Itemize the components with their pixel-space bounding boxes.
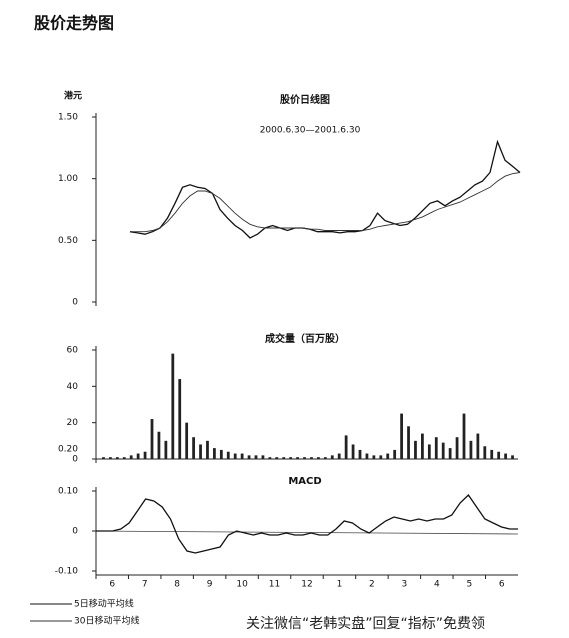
bar — [476, 433, 480, 459]
bar — [206, 440, 209, 459]
page-title: 股价走势图 — [34, 14, 114, 33]
bar — [261, 455, 265, 459]
legend-label: 5日移动平均线 — [74, 598, 134, 610]
bar — [393, 449, 397, 459]
series-line — [130, 172, 521, 233]
bar — [372, 455, 376, 459]
y-tick-label: 60 — [67, 346, 79, 356]
chart-subtitle: 2000.6.30—2001.6.30 — [260, 126, 361, 136]
bar — [282, 457, 286, 459]
bar — [136, 453, 140, 459]
bar — [219, 449, 223, 459]
bar — [233, 453, 237, 459]
chart-title: 股价日线图 — [280, 93, 330, 106]
x-tick-label: 2 — [369, 580, 375, 590]
bar — [192, 437, 195, 459]
bar — [317, 457, 320, 459]
series-line — [129, 139, 521, 239]
y-tick-label: 0 — [72, 527, 78, 537]
annotation: 0.20 — [58, 445, 78, 455]
zero-line — [95, 530, 519, 535]
bar — [150, 419, 154, 459]
x-tick-label: 9 — [207, 580, 213, 590]
x-tick-label: 4 — [434, 580, 440, 590]
y-tick-label: 40 — [67, 382, 79, 392]
bar — [240, 453, 244, 459]
bar — [434, 437, 438, 459]
x-tick-label: 6 — [109, 580, 115, 590]
bar — [199, 444, 202, 459]
bar — [330, 455, 334, 459]
x-tick-label: 10 — [236, 580, 248, 590]
bar — [490, 449, 494, 459]
chart-title: 成交量（百万股） — [265, 332, 345, 345]
bar — [400, 413, 403, 459]
bar — [351, 444, 355, 459]
bar — [310, 457, 313, 459]
chart-title: MACD — [288, 476, 321, 487]
legend-label: 30日移动平均线 — [74, 615, 139, 627]
bar — [462, 413, 466, 459]
y-tick-label: 0 — [72, 298, 78, 308]
bar — [427, 444, 431, 459]
bar — [157, 431, 161, 459]
bar — [122, 457, 126, 459]
bar — [407, 426, 410, 459]
y-tick-label: 0 — [72, 455, 78, 465]
bar — [511, 455, 514, 459]
bar — [303, 457, 306, 459]
bar — [386, 453, 390, 459]
bar — [143, 451, 147, 459]
x-tick-label: 1 — [337, 580, 343, 590]
bar — [102, 457, 105, 459]
y-tick-label: 1.00 — [58, 174, 78, 184]
bar — [337, 453, 341, 459]
bar — [469, 440, 473, 459]
x-tick-label: 5 — [466, 580, 472, 590]
bar — [115, 457, 119, 459]
bar — [178, 379, 182, 459]
bar — [296, 457, 299, 459]
bar — [185, 422, 189, 459]
bar — [213, 448, 216, 459]
bar — [226, 451, 230, 459]
y-tick-label: 0.10 — [58, 487, 78, 497]
bar — [109, 457, 112, 459]
bar — [323, 457, 327, 459]
bar — [275, 457, 279, 459]
x-tick-label: 6 — [499, 580, 505, 590]
bar — [455, 437, 459, 459]
y-tick-label: 0.50 — [58, 236, 78, 246]
bar — [164, 440, 168, 459]
bar — [448, 448, 452, 459]
series-line — [96, 493, 518, 554]
bar — [365, 453, 369, 459]
bar — [483, 446, 487, 459]
bar — [268, 457, 272, 459]
bar — [171, 353, 175, 459]
x-tick-label: 12 — [301, 580, 312, 590]
y-tick-label: 20 — [67, 418, 79, 428]
bar — [129, 455, 133, 459]
y-axis-label: 港元 — [64, 90, 82, 102]
x-tick-label: 8 — [174, 580, 180, 590]
y-tick-label: 1.50 — [58, 113, 78, 123]
bar — [497, 451, 501, 459]
bar — [421, 433, 424, 459]
bar — [379, 455, 383, 459]
x-tick-label: 7 — [142, 580, 148, 590]
bar — [358, 449, 362, 459]
x-tick-label: 11 — [269, 580, 280, 590]
bar — [344, 435, 348, 459]
bar — [504, 453, 507, 459]
bar — [254, 455, 258, 459]
bar — [441, 442, 445, 459]
y-tick-label: -0.10 — [55, 567, 79, 577]
x-tick-label: 3 — [402, 580, 408, 590]
bar — [414, 440, 417, 459]
bar — [289, 457, 293, 459]
watermark: 关注微信“老韩实盘”回复“指标”免费领 — [246, 615, 485, 632]
bar — [247, 455, 251, 459]
